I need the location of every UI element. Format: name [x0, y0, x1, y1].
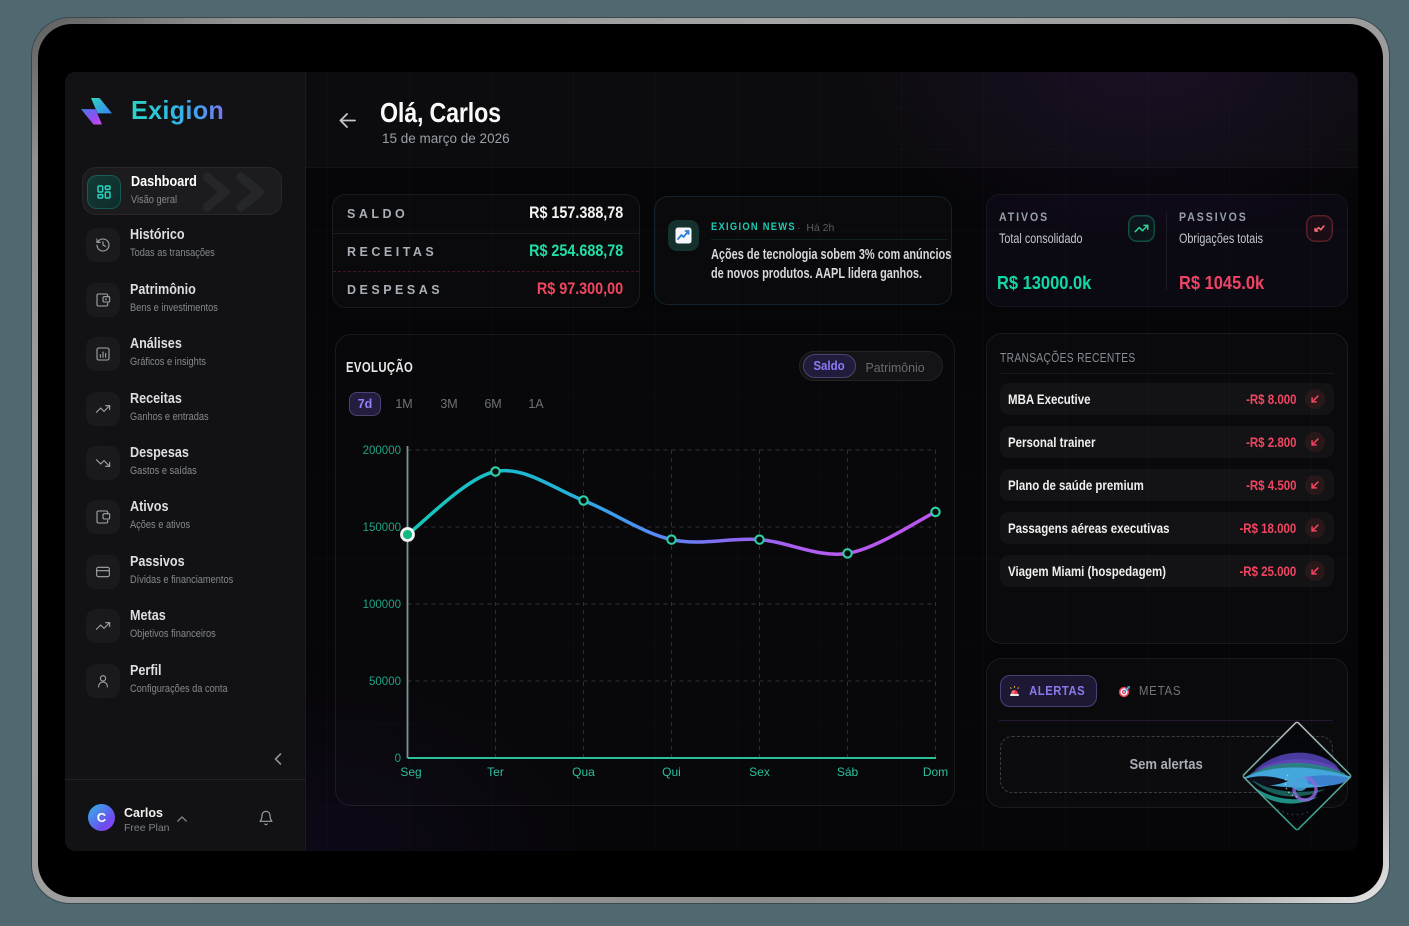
svg-text:Qua: Qua: [572, 765, 595, 779]
svg-text:100000: 100000: [363, 599, 401, 611]
svg-text:50000: 50000: [369, 676, 401, 688]
svg-text:Sáb: Sáb: [837, 765, 859, 779]
svg-text:150000: 150000: [363, 522, 401, 534]
svg-text:Dom: Dom: [923, 765, 948, 779]
svg-text:0: 0: [395, 753, 401, 765]
svg-text:Seg: Seg: [400, 765, 421, 779]
svg-text:Ter: Ter: [487, 765, 504, 779]
svg-text:Sex: Sex: [749, 765, 770, 779]
svg-text:Qui: Qui: [662, 765, 681, 779]
svg-text:200000: 200000: [363, 445, 401, 457]
